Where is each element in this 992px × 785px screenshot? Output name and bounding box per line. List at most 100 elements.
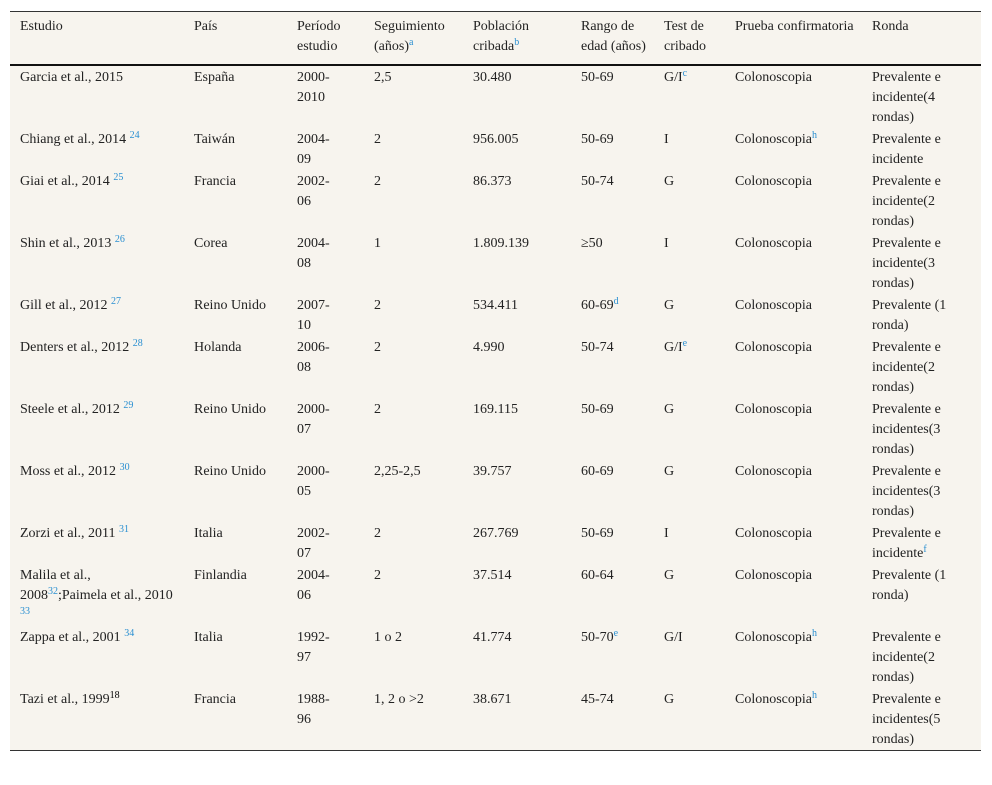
cell-text: G: [664, 174, 675, 189]
table-cell: 2000-05: [287, 460, 364, 522]
cell-text: 2: [374, 132, 381, 147]
table-cell: 4.990: [463, 336, 571, 398]
table-cell: Colonoscopiah: [725, 688, 862, 751]
cell-text: Colonoscopia: [735, 402, 812, 417]
table-body: Garcia et al., 2015 España 2000-2010 2,5 30.…: [10, 65, 981, 751]
cell-text: 534.411: [473, 298, 518, 313]
cell-text: Prevalente e incidente: [872, 132, 941, 167]
table-row: Steele et al., 2012 29 Reino Unido 2000-07…: [10, 398, 981, 460]
cell-text: 86.373: [473, 174, 512, 189]
table-cell: Colonoscopia: [725, 564, 862, 626]
table-cell: 534.411: [463, 294, 571, 336]
table-cell: Colonoscopia: [725, 460, 862, 522]
cell-text: 50-69: [581, 132, 614, 147]
table-row: Chiang et al., 2014 24 Taiwán 2004-09 2 956.…: [10, 128, 981, 170]
table-cell: Denters et al., 2012 28: [10, 336, 184, 398]
reference-mark: 32: [48, 586, 58, 597]
cell-text: 50-70: [581, 630, 614, 645]
table-cell: 1, 2 o >2: [364, 688, 463, 751]
table-cell: Colonoscopia: [725, 232, 862, 294]
table-cell: Reino Unido: [184, 294, 287, 336]
table-cell: Francia: [184, 688, 287, 751]
table-cell: Colonoscopiah: [725, 626, 862, 688]
table-cell: 2004-09: [287, 128, 364, 170]
column-header: Estudio: [10, 11, 184, 66]
cell-text: 1, 2 o >2: [374, 692, 424, 707]
cell-text: 1.809.139: [473, 236, 529, 251]
cell-text: Taiwán: [194, 132, 236, 147]
cell-text: Colonoscopia: [735, 132, 812, 147]
cell-text: 169.115: [473, 402, 518, 417]
cell-text: I: [664, 132, 669, 147]
cell-text: Garcia et al., 2015: [20, 70, 124, 85]
table-cell: 60-69: [571, 460, 654, 522]
table-cell: G/Ic: [654, 65, 725, 128]
cell-text: Francia: [194, 174, 236, 189]
reference-mark: 25: [113, 172, 124, 183]
table-cell: Colonoscopia: [725, 336, 862, 398]
cell-text: Colonoscopia: [735, 692, 812, 707]
cell-text: España: [194, 70, 235, 85]
cell-text: Colonoscopia: [735, 340, 812, 355]
cell-text: Prevalente e incidente: [872, 526, 941, 561]
table-cell: 1 o 2: [364, 626, 463, 688]
table-cell: 1992-97: [287, 626, 364, 688]
table-cell: Prevalente e incidente(2 rondas): [862, 626, 981, 688]
cell-text: I: [664, 236, 669, 251]
cell-text: Colonoscopia: [735, 464, 812, 479]
cell-text: 2004-06: [297, 568, 330, 603]
table-cell: 30.480: [463, 65, 571, 128]
table-cell: I: [654, 128, 725, 170]
table-cell: 50-69: [571, 65, 654, 128]
table-row: Malila et al., 200832;Paimela et al., 20…: [10, 564, 981, 626]
table-cell: 2007-10: [287, 294, 364, 336]
table-cell: 169.115: [463, 398, 571, 460]
column-header: Período estudio: [287, 11, 364, 66]
cell-text: Prevalente e incidente(3 rondas): [872, 236, 941, 291]
cell-text: Giai et al., 2014: [20, 174, 114, 189]
table-cell: ≥50: [571, 232, 654, 294]
cell-text: 2,25-2,5: [374, 464, 421, 479]
cell-text: Prevalente e incidentes(3 rondas): [872, 402, 941, 457]
column-header: Población cribadab: [463, 11, 571, 66]
table-cell: 956.005: [463, 128, 571, 170]
table-cell: G/Ie: [654, 336, 725, 398]
cell-text: Test de cribado: [664, 19, 706, 54]
table-cell: Prevalente (1 ronda): [862, 564, 981, 626]
cell-text: 2004-09: [297, 132, 330, 167]
table-row: Moss et al., 2012 30 Reino Unido 2000-05 2,…: [10, 460, 981, 522]
cell-text: Colonoscopia: [735, 236, 812, 251]
cell-text: ≥50: [581, 236, 603, 251]
cell-text: 2002-06: [297, 174, 330, 209]
table-cell: Steele et al., 2012 29: [10, 398, 184, 460]
cell-text: Prevalente e incidente(2 rondas): [872, 174, 941, 229]
cell-text: Finlandia: [194, 568, 247, 583]
reference-mark: 33: [20, 606, 30, 617]
cell-text: Chiang et al., 2014: [20, 132, 130, 147]
table-cell: 2: [364, 398, 463, 460]
table-cell: Prevalente e incidentes(3 rondas): [862, 460, 981, 522]
table-cell: Shin et al., 2013 26: [10, 232, 184, 294]
table-cell: 50-69: [571, 398, 654, 460]
table-row: Zappa et al., 2001 34 Italia 1992-97 1 o 2 4…: [10, 626, 981, 688]
table-cell: 2002-07: [287, 522, 364, 564]
cell-text: Período estudio: [297, 19, 341, 54]
cell-text: 1988-96: [297, 692, 330, 727]
table-cell: 1.809.139: [463, 232, 571, 294]
cell-text: 60-69: [581, 464, 614, 479]
reference-mark: 30: [119, 462, 130, 473]
table-row: Gill et al., 2012 27 Reino Unido 2007-10 2 5…: [10, 294, 981, 336]
table-cell: 2: [364, 170, 463, 232]
reference-mark: f: [923, 544, 927, 555]
table-cell: Prevalente e incidente: [862, 128, 981, 170]
table-cell: 50-70e: [571, 626, 654, 688]
reference-mark: 24: [129, 130, 140, 141]
reference-mark: h: [812, 628, 817, 639]
cell-text: Moss et al., 2012: [20, 464, 120, 479]
table-cell: 2006-08: [287, 336, 364, 398]
table-cell: Corea: [184, 232, 287, 294]
table-cell: Chiang et al., 2014 24: [10, 128, 184, 170]
cell-text: 2: [374, 402, 381, 417]
table-cell: 45-74: [571, 688, 654, 751]
column-header: Ronda: [862, 11, 981, 66]
